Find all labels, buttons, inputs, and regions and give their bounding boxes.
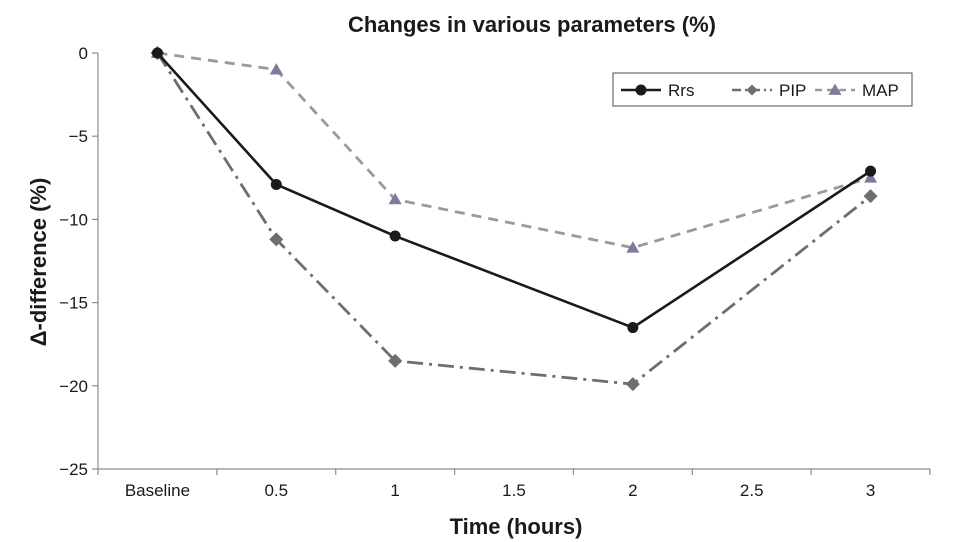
- data-point-rrs: [389, 230, 401, 242]
- data-point-rrs: [865, 165, 877, 177]
- x-tick-label: 2.5: [740, 481, 764, 500]
- legend-label-rrs: Rrs: [668, 81, 694, 100]
- y-tick-label: −10: [59, 210, 88, 229]
- series-layer: [150, 46, 878, 392]
- data-point-rrs: [151, 47, 163, 59]
- legend-marker-pip: [746, 84, 758, 96]
- legend-box: [612, 72, 913, 107]
- data-point-rrs: [627, 322, 639, 334]
- chart-title: Changes in various parameters (%): [348, 12, 716, 37]
- legend-marker-map: [828, 83, 842, 95]
- x-tick-label: 1: [390, 481, 399, 500]
- y-axis-title: Δ-difference (%): [26, 178, 51, 347]
- x-tick-label: 0.5: [264, 481, 288, 500]
- y-tick-label: 0: [79, 44, 88, 63]
- x-tick-label: 3: [866, 481, 875, 500]
- legend-label-pip: PIP: [779, 81, 806, 100]
- data-point-map: [269, 63, 283, 75]
- data-point-pip: [269, 232, 284, 247]
- y-tick-label: −25: [59, 460, 88, 479]
- legend-label-map: MAP: [862, 81, 899, 100]
- data-point-map: [388, 192, 402, 205]
- series-line-pip: [156, 52, 872, 386]
- data-point-pip: [863, 189, 878, 204]
- data-point-map: [864, 171, 878, 183]
- x-tick-label: Baseline: [125, 481, 190, 500]
- y-tick-label: −20: [59, 377, 88, 396]
- data-point-pip: [625, 377, 640, 392]
- y-tick-label: −5: [69, 127, 88, 146]
- x-axis-title: Time (hours): [450, 514, 583, 539]
- axes: 0 −5 −10 −15 −20 −25 Baseline 0.5 1 1.5 2 2.5 3: [59, 44, 931, 500]
- series-rrs: [151, 47, 877, 334]
- x-tick-label: 2: [628, 481, 637, 500]
- x-tick-label: 1.5: [502, 481, 526, 500]
- data-point-rrs: [270, 178, 282, 190]
- legend: Rrs PIP MAP: [612, 72, 913, 107]
- legend-marker-rrs: [635, 84, 647, 96]
- y-tick-label: −15: [59, 294, 88, 313]
- data-point-pip: [388, 353, 403, 368]
- data-point-map: [626, 241, 640, 253]
